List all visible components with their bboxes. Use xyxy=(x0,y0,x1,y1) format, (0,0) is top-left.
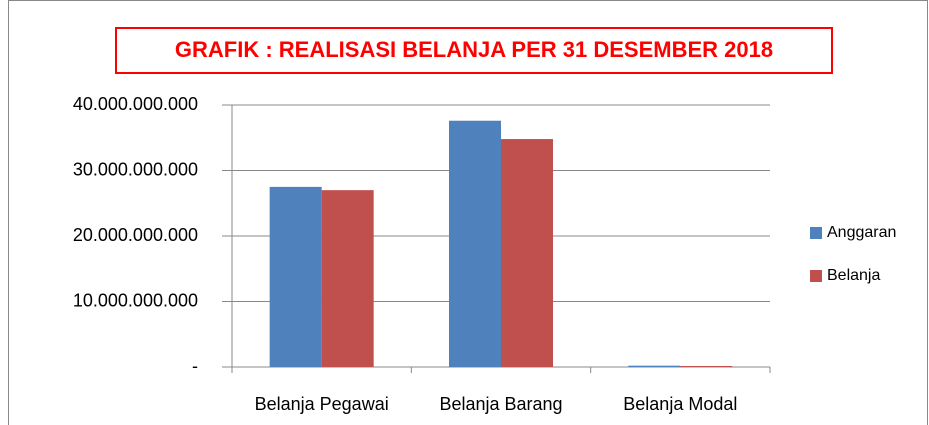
y-tick-label: 40.000.000.000 xyxy=(73,94,198,114)
y-tick-label: 20.000.000.000 xyxy=(73,225,198,245)
bar xyxy=(269,186,322,367)
x-tick-label: Belanja Modal xyxy=(623,394,737,414)
x-tick-label: Belanja Barang xyxy=(439,394,562,414)
bar xyxy=(501,139,553,367)
title-box xyxy=(115,27,833,74)
y-tick-label: 10.000.000.000 xyxy=(73,290,198,310)
bar xyxy=(628,365,681,367)
bar xyxy=(321,190,374,367)
legend-label: Anggaran xyxy=(827,224,896,241)
legend-swatch xyxy=(810,227,822,239)
bar xyxy=(680,366,733,367)
legend-label: Belanja xyxy=(827,267,880,284)
y-tick-label: - xyxy=(192,356,198,376)
x-tick-label: Belanja Pegawai xyxy=(255,394,389,414)
bar xyxy=(449,120,501,367)
y-tick-label: 30.000.000.000 xyxy=(73,159,198,179)
legend-swatch xyxy=(810,270,822,282)
chart-frame xyxy=(8,0,928,425)
chart-title: GRAFIK : REALISASI BELANJA PER 31 DESEMB… xyxy=(175,37,773,62)
